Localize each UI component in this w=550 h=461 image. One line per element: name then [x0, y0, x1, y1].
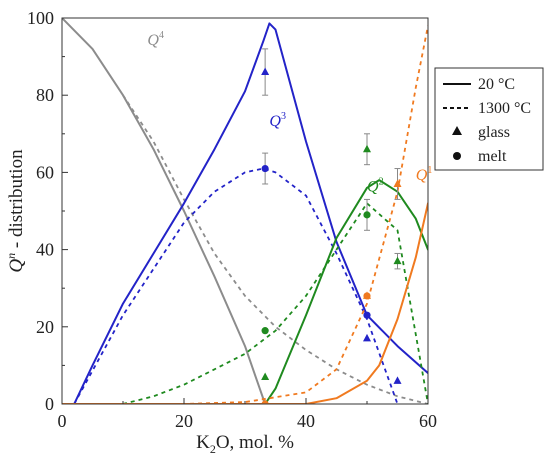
legend-label-melt: melt: [478, 148, 507, 165]
point-q2-triangle-7: [363, 144, 371, 153]
y-tick-label-4: 80: [36, 85, 54, 105]
line-q3-dashed-3: [73, 167, 399, 404]
axis-ticks: [61, 17, 429, 405]
point-q1-circle-13: [363, 292, 371, 300]
point-q3-triangle-4: [393, 376, 402, 384]
y-tick-label-2: 40: [36, 240, 54, 260]
curve-label-q1: Q1: [416, 165, 433, 184]
point-q2-triangle-9: [393, 256, 402, 265]
legend-label-1300c: 1300 °C: [478, 100, 531, 117]
curve-label-q3: Q3: [269, 111, 286, 130]
legend-label-20c: 20 °C: [478, 76, 515, 93]
x-tick-label-0: 0: [58, 411, 67, 431]
line-q4-dashed-1: [122, 94, 428, 404]
legend-label-glass: glass: [478, 124, 510, 141]
point-q1-circle-11: [261, 400, 269, 404]
point-q2-triangle-5: [261, 372, 270, 380]
line-q4-solid-0: [62, 18, 267, 404]
point-q2-circle-8: [363, 211, 371, 219]
y-tick-label-5: 100: [27, 8, 54, 28]
point-q3-circle-1: [261, 164, 269, 173]
x-axis-title-main: K: [196, 432, 210, 453]
y-tick-label-0: 0: [45, 394, 54, 414]
line-q3-solid-2: [73, 22, 428, 404]
legend: 20 °C 1300 °C glass melt: [434, 67, 544, 171]
legend-swatch-triangle: [452, 126, 462, 135]
line-q2-dashed-5: [122, 202, 428, 404]
x-axis-title-rest: O, mol. %: [216, 432, 294, 453]
point-q2-circle-6: [261, 327, 269, 335]
y-axis-title: Qn - distribution: [4, 149, 27, 273]
x-axis-title: K2O, mol. %: [196, 432, 294, 456]
point-q3-triangle-2: [363, 333, 371, 342]
point-q1-triangle-14: [393, 179, 402, 187]
x-tick-label-2: 40: [297, 411, 315, 431]
point-q3-triangle-0: [261, 67, 270, 76]
y-tick-label-1: 20: [36, 317, 54, 337]
x-tick-label-3: 60: [419, 411, 437, 431]
x-axis-title-sub: 2: [210, 442, 216, 456]
axis-tick-labels: 0 20 40 60 0 20 40 60 80 100: [27, 8, 437, 431]
y-axis-title-main: Q: [6, 259, 27, 273]
curve-label-q2: Q2: [367, 177, 384, 196]
plot-area: [62, 18, 428, 404]
y-axis-title-rest: - distribution: [6, 149, 27, 253]
x-tick-label-1: 20: [175, 411, 193, 431]
y-axis-title-sup: n: [4, 253, 18, 259]
point-q3-circle-3: [363, 311, 371, 319]
curve-labels: Q4 Q3 Q2 Q1: [147, 30, 432, 196]
line-q1-solid-6: [62, 202, 428, 404]
legend-swatch-circle: [453, 152, 461, 160]
curve-label-q4: Q4: [147, 30, 164, 49]
y-tick-label-3: 60: [36, 162, 54, 182]
line-q2-solid-4: [264, 179, 428, 404]
